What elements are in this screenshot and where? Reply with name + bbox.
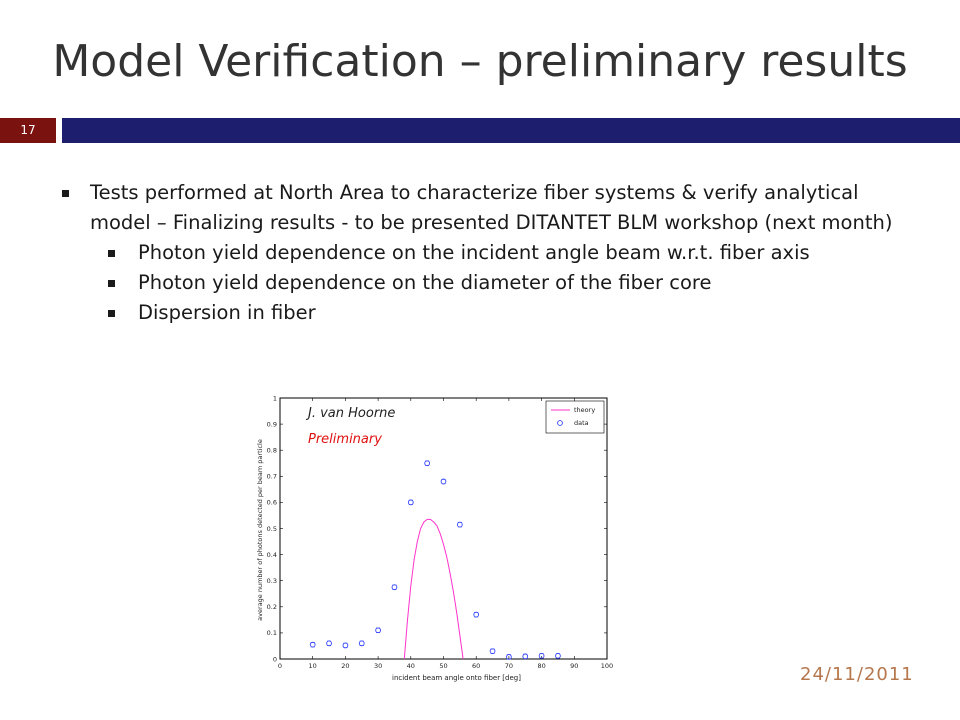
slide-date: 24/11/2011 xyxy=(800,664,914,685)
annotation-author: J. van Hoorne xyxy=(305,406,395,421)
slide-title: Model Verification – preliminary results xyxy=(52,36,908,87)
y-axis-label: average number of photons detected per b… xyxy=(256,439,264,621)
chart: average number of photons detected per b… xyxy=(240,390,620,686)
sub-bullet-item: Photon yield dependence on the incident … xyxy=(60,238,920,268)
bullet-list: Tests performed at North Area to charact… xyxy=(60,178,920,328)
bullet-text: Tests performed at North Area to charact… xyxy=(90,181,893,234)
bullet-marker xyxy=(108,280,115,287)
plot-frame xyxy=(279,397,608,660)
legend-data-label: data xyxy=(574,419,589,427)
chart-svg: average number of photons detected per b… xyxy=(256,394,613,682)
bullet-marker xyxy=(108,310,115,317)
bullet-text: Dispersion in fiber xyxy=(138,301,316,324)
x-tick-label: 30 xyxy=(374,662,382,670)
y-tick-label: 0.2 xyxy=(267,603,277,611)
theory-curve xyxy=(403,518,464,660)
x-tick-label: 20 xyxy=(341,662,349,670)
x-tick-label: 100 xyxy=(601,662,613,670)
y-tick-label: 0.6 xyxy=(267,499,277,507)
y-tick-label: 0.4 xyxy=(267,551,277,559)
x-tick-label: 10 xyxy=(309,662,317,670)
x-tick-label: 60 xyxy=(472,662,480,670)
x-tick-label: 90 xyxy=(570,662,578,670)
bullet-text: Photon yield dependence on the incident … xyxy=(138,241,810,264)
legend: theory data xyxy=(545,400,605,434)
y-tick-label: 0.7 xyxy=(267,473,277,481)
y-tick-label: 0 xyxy=(273,655,277,663)
y-tick-label: 0.3 xyxy=(267,577,277,585)
x-tick-label: 70 xyxy=(505,662,513,670)
header-bar xyxy=(62,118,960,143)
slide-number: 17 xyxy=(0,118,56,143)
x-axis-label: incident beam angle onto fiber [deg] xyxy=(392,674,521,682)
legend-data-swatch xyxy=(557,420,563,426)
y-tick-label: 1 xyxy=(273,394,277,402)
bullet-marker xyxy=(108,250,115,257)
y-tick-label: 0.8 xyxy=(267,447,277,455)
legend-theory-label: theory xyxy=(574,406,595,414)
x-tick-label: 0 xyxy=(278,662,282,670)
x-tick-label: 40 xyxy=(407,662,415,670)
x-tick-label: 80 xyxy=(537,662,545,670)
sub-bullet-item: Photon yield dependence on the diameter … xyxy=(60,268,920,298)
bullet-text: Photon yield dependence on the diameter … xyxy=(138,271,712,294)
bullet-item: Tests performed at North Area to charact… xyxy=(60,178,920,238)
bullet-marker xyxy=(62,190,69,197)
sub-bullet-item: Dispersion in fiber xyxy=(60,298,920,328)
x-tick-label: 50 xyxy=(439,662,447,670)
y-tick-label: 0.1 xyxy=(267,629,277,637)
legend-box xyxy=(545,400,605,434)
annotation-status: Preliminary xyxy=(308,432,382,447)
y-tick-label: 0.9 xyxy=(267,420,277,428)
y-tick-label: 0.5 xyxy=(267,525,277,533)
